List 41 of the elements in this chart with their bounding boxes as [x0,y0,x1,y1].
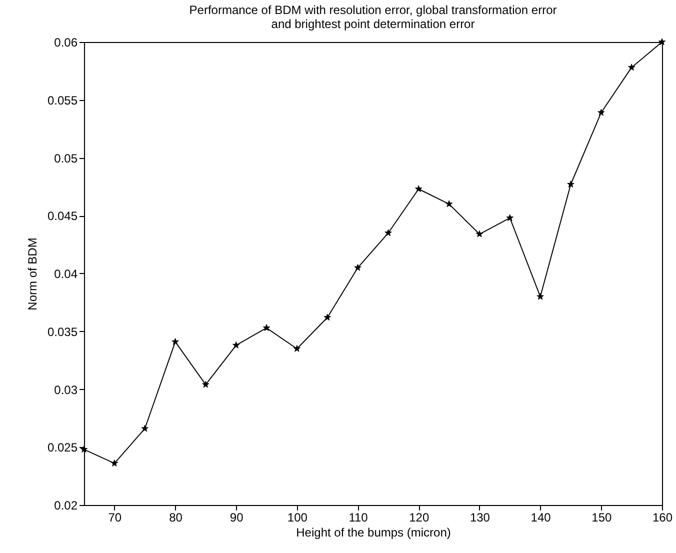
point [354,264,362,271]
y-tick-label: 0.03 [54,382,78,397]
x-tick-label: 80 [169,510,183,524]
x-tick-label: 160 [652,510,673,524]
x-tick-label: 150 [592,510,612,524]
point [262,324,270,332]
point [658,38,666,46]
point [536,292,544,300]
x-tick-label: 100 [287,510,308,524]
point [415,185,422,192]
y-tick-label: 0.02 [54,498,78,512]
point [506,214,514,222]
x-tick-label: 130 [470,510,490,524]
point [141,424,148,432]
y-tick-label: 0.025 [47,440,78,455]
y-tick-label: 0.055 [47,93,78,108]
point [384,229,392,236]
point [445,200,453,208]
chart-title: Performance of BDM with resolution error, global transformation error and brightest point determination error [189,3,557,31]
x-axis-title: Height of the bumps (micron) [296,526,451,540]
y-tick-label: 0.045 [47,209,78,224]
point [628,64,636,71]
y-tick-label: 0.04 [54,267,78,281]
x-tick-label: 70 [108,510,122,524]
x-tick-label: 110 [348,510,368,524]
point [567,180,574,188]
point [476,230,484,238]
point [293,344,301,352]
x-tick-label: 120 [409,510,430,524]
x-tick-label: 140 [530,510,552,524]
point [172,338,179,345]
y-tick-label: 0.06 [54,36,78,50]
y-tick-label: 0.05 [54,151,78,166]
point [202,380,210,388]
point [110,460,118,466]
y-tick-label: 0.035 [47,324,78,339]
point [232,341,240,348]
x-tick-label: 90 [230,510,244,524]
point [324,314,331,321]
y-axis-title: Norm of BDM [25,238,40,310]
point [598,108,605,116]
